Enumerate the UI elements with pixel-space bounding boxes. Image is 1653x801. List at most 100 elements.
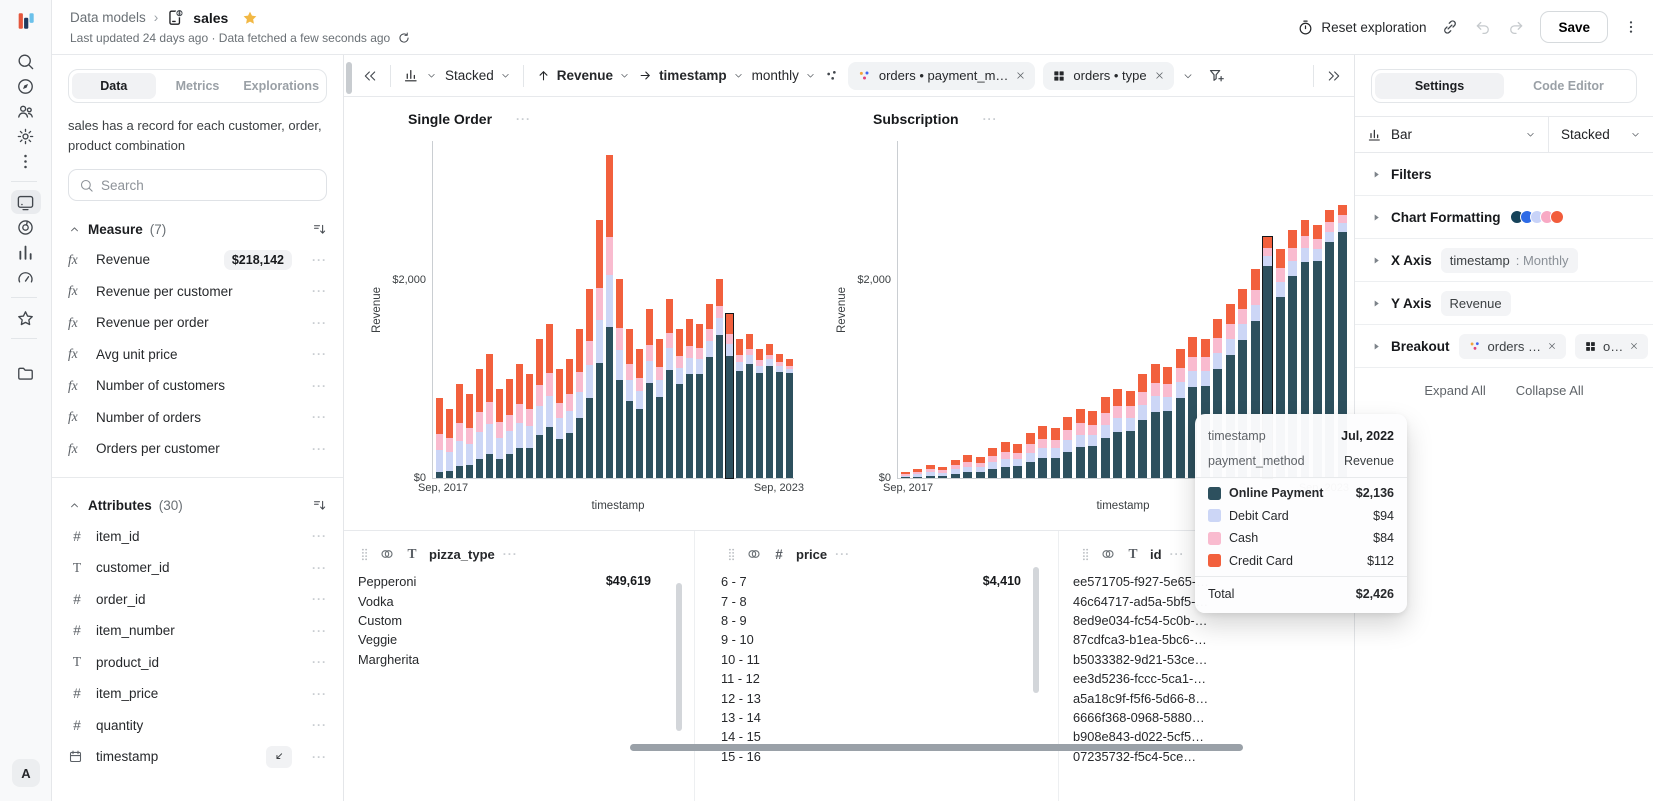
chevron-down-icon[interactable]	[1182, 70, 1194, 82]
stacked-bar[interactable]	[1337, 204, 1347, 478]
stacked-bar[interactable]	[716, 279, 723, 478]
refresh-icon[interactable]	[397, 31, 411, 45]
item-menu-icon[interactable]: ···	[312, 347, 327, 362]
item-menu-icon[interactable]: ···	[312, 315, 327, 330]
collapse-all-link[interactable]: Collapse All	[1515, 383, 1584, 398]
section-filters[interactable]: Filters	[1355, 153, 1653, 196]
section-chart-formatting[interactable]: Chart Formatting	[1355, 196, 1653, 239]
stacked-bar[interactable]	[706, 304, 713, 478]
stacked-bar[interactable]	[746, 333, 753, 478]
bar-chart-icon[interactable]	[11, 240, 41, 264]
folder-icon[interactable]	[11, 361, 41, 385]
stacked-bar[interactable]	[1262, 235, 1274, 480]
attributes-section-header[interactable]: Attributes (30)	[52, 495, 343, 517]
stacked-bar[interactable]	[786, 358, 793, 478]
stacked-bar[interactable]	[1325, 209, 1335, 478]
donut-icon[interactable]	[11, 215, 41, 239]
undo-icon[interactable]	[1474, 18, 1492, 36]
breakout-icon[interactable]	[824, 68, 840, 84]
measure-item[interactable]: fx Number of orders ···	[52, 402, 343, 434]
item-menu-icon[interactable]: ···	[312, 592, 327, 607]
stacked-bar[interactable]	[1163, 366, 1173, 478]
sort-icon[interactable]	[312, 498, 327, 513]
stacked-bar[interactable]	[436, 398, 443, 478]
close-icon[interactable]	[1547, 341, 1557, 351]
attribute-item[interactable]: # item_price ···	[52, 678, 343, 710]
search-icon[interactable]	[11, 49, 41, 73]
stacked-bar[interactable]	[556, 368, 563, 478]
measure-item[interactable]: fx Revenue per customer ···	[52, 276, 343, 308]
stacked-bar[interactable]	[1175, 348, 1185, 478]
vertical-scrollbar[interactable]	[676, 583, 682, 731]
item-menu-icon[interactable]: ···	[312, 686, 327, 701]
attribute-item[interactable]: timestamp ···	[52, 741, 343, 773]
kebab-menu-icon[interactable]	[1623, 19, 1639, 35]
horizontal-scrollbar[interactable]	[630, 744, 1243, 751]
stacked-bar[interactable]	[725, 313, 734, 479]
item-menu-icon[interactable]: ···	[312, 252, 327, 267]
measure-item[interactable]: fx Revenue per order ···	[52, 307, 343, 339]
reset-exploration-button[interactable]: Reset exploration	[1297, 19, 1426, 36]
stacked-bar[interactable]	[656, 339, 663, 478]
users-icon[interactable]	[11, 99, 41, 123]
collapse-right-icon[interactable]	[1326, 68, 1342, 84]
tab-settings[interactable]: Settings	[1375, 73, 1504, 99]
section-x-axis[interactable]: X Axis timestamp : Monthly	[1355, 239, 1653, 282]
breadcrumb-root[interactable]: Data models	[70, 10, 146, 25]
stacked-bar[interactable]	[446, 408, 453, 478]
attribute-item[interactable]: # item_id ···	[52, 521, 343, 553]
stacked-bar[interactable]	[1300, 219, 1310, 478]
tab-data[interactable]: Data	[72, 73, 156, 99]
chart-menu-icon[interactable]: ···	[516, 112, 532, 126]
stacked-bar[interactable]	[1050, 428, 1060, 478]
stacked-bar[interactable]	[1150, 363, 1160, 478]
item-menu-icon[interactable]: ···	[312, 718, 327, 733]
stacked-bar[interactable]	[766, 343, 773, 478]
stacked-bar[interactable]	[1138, 373, 1148, 478]
stacked-bar[interactable]	[736, 338, 743, 478]
stacked-bar[interactable]	[1312, 224, 1322, 478]
breakout-pill-payment-method[interactable]: orders • payment_m…	[847, 61, 1036, 90]
stacked-bar[interactable]	[975, 457, 985, 478]
y-field-select[interactable]: Revenue	[536, 68, 630, 83]
stacked-bar[interactable]	[586, 289, 593, 478]
item-menu-icon[interactable]: ···	[312, 623, 327, 638]
stacked-bar[interactable]	[1013, 444, 1023, 478]
measure-section-header[interactable]: Measure (7)	[52, 218, 343, 240]
stacked-bar[interactable]	[901, 472, 910, 478]
item-menu-icon[interactable]: ···	[312, 655, 327, 670]
close-icon[interactable]	[1015, 70, 1026, 81]
gear-icon[interactable]	[11, 124, 41, 148]
tab-explorations[interactable]: Explorations	[243, 79, 320, 93]
stacked-bar[interactable]	[456, 383, 463, 478]
chart-menu-icon[interactable]: ···	[982, 112, 998, 126]
stacked-bar[interactable]	[546, 323, 553, 478]
more-icon[interactable]	[11, 149, 41, 173]
item-menu-icon[interactable]: ···	[312, 410, 327, 425]
item-menu-icon[interactable]: ···	[312, 441, 327, 456]
stacked-bar[interactable]	[526, 373, 533, 478]
canvas-icon[interactable]	[10, 190, 41, 214]
stacked-bar[interactable]	[950, 460, 960, 478]
stacked-bar[interactable]	[1075, 408, 1085, 478]
gauge-icon[interactable]	[11, 265, 41, 289]
column-menu-icon[interactable]: ···	[502, 547, 518, 561]
section-y-axis[interactable]: Y Axis Revenue	[1355, 282, 1653, 325]
x-axis-assignment-icon[interactable]	[266, 745, 292, 768]
stack-mode-select[interactable]: Stacked	[445, 68, 511, 83]
stacked-bar[interactable]	[496, 388, 503, 478]
copy-link-icon[interactable]	[1441, 18, 1459, 36]
tab-metrics[interactable]: Metrics	[175, 79, 220, 93]
attribute-item[interactable]: # item_number ···	[52, 615, 343, 647]
stacked-bar[interactable]	[506, 378, 513, 478]
measure-item[interactable]: fx Revenue $218,142 ···	[52, 244, 343, 276]
expand-all-link[interactable]: Expand All	[1424, 383, 1486, 398]
breakout-pill-type[interactable]: orders • type	[1043, 61, 1174, 90]
stacked-bar[interactable]	[476, 368, 483, 478]
x-field-select[interactable]: timestamp	[638, 68, 744, 83]
vertical-scrollbar[interactable]	[1033, 567, 1039, 693]
stacked-bar[interactable]	[1113, 388, 1123, 478]
stacked-bar[interactable]	[1063, 416, 1073, 478]
color-palette[interactable]	[1509, 210, 1564, 224]
